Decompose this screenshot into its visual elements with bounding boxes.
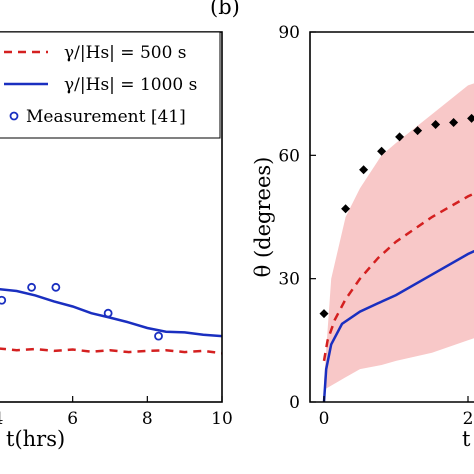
- x-tick-label: 0: [319, 409, 330, 429]
- left-x-ticks: 4 6 8 10: [0, 396, 233, 429]
- right-axes-frame: [309, 31, 474, 403]
- left-plot-area: [0, 282, 223, 355]
- panel-label: (b): [210, 0, 240, 19]
- right-y-ticks: 0 30 60 90: [278, 23, 316, 413]
- right-plot-area: [319, 83, 474, 402]
- uncertainty-band: [324, 83, 474, 390]
- right-x-ticks: 024: [319, 396, 474, 429]
- diamond-marker: [431, 120, 441, 129]
- series-1000-line: [0, 288, 223, 338]
- measurement-point: [27, 282, 37, 292]
- diamond-marker: [377, 146, 387, 156]
- diamond-marker: [341, 204, 351, 214]
- diamond-marker: [319, 309, 329, 319]
- right-x-axis-label: t: [462, 427, 471, 451]
- left-legend: γ/|Hs| = 500 s γ/|Hs| = 1000 s Measureme…: [0, 31, 221, 139]
- diamond-marker: [359, 165, 369, 175]
- x-tick-label: 2: [463, 409, 474, 429]
- diamond-marker: [449, 117, 459, 127]
- diamond-marker: [413, 126, 423, 136]
- left-x-axis-label: t(hrs): [6, 427, 65, 451]
- measurement-point: [51, 282, 61, 292]
- x-tick-label: 4: [0, 409, 3, 429]
- right-blue-solid-line: [322, 249, 474, 402]
- diamond-marker: [395, 132, 405, 142]
- legend-label-measurement: Measurement [41]: [26, 107, 186, 127]
- series-500-line: [0, 347, 223, 355]
- right-y-axis-label: θ (degrees): [251, 157, 275, 278]
- x-tick-label: 6: [67, 409, 78, 429]
- x-tick-label: 10: [211, 409, 233, 429]
- legend-label-1000: γ/|Hs| = 1000 s: [64, 75, 197, 95]
- legend-swatch-measurement: [9, 111, 19, 121]
- y-tick-label: 0: [289, 393, 300, 413]
- x-tick-label: 8: [142, 409, 153, 429]
- y-tick-label: 60: [278, 146, 300, 166]
- diamond-marker: [467, 113, 474, 123]
- y-tick-label: 90: [278, 23, 300, 43]
- y-tick-label: 30: [278, 270, 300, 290]
- measurement-point: [103, 308, 113, 318]
- legend-label-500: γ/|Hs| = 500 s: [64, 43, 187, 63]
- measurement-point: [0, 295, 7, 305]
- left-panel: 4 6 8 10 t(hrs) γ/|Hs| = 500 s γ/|Hs| = 100…: [0, 31, 233, 451]
- measurement-point: [154, 331, 163, 341]
- right-red-dashed-line: [322, 192, 474, 362]
